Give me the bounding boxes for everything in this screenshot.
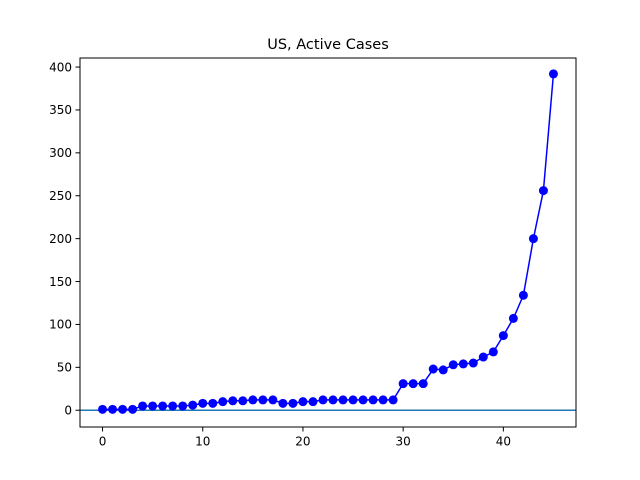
data-point [178, 401, 188, 411]
data-point [288, 398, 298, 408]
data-point [208, 398, 218, 408]
data-point [548, 69, 558, 79]
data-point [198, 398, 208, 408]
y-axis: 0 50 100 150 200 250 300 350 400 [49, 60, 80, 418]
data-point [488, 347, 498, 357]
data-point [108, 404, 118, 414]
data-point [238, 396, 248, 406]
data-point [418, 379, 428, 389]
y-tick-label: 300 [49, 146, 72, 160]
data-point [308, 397, 318, 407]
data-point [538, 186, 548, 196]
data-point [338, 395, 348, 405]
x-tick-label: 10 [195, 435, 210, 449]
x-tick-label: 40 [496, 435, 511, 449]
data-point [458, 359, 468, 369]
data-point [228, 396, 238, 406]
data-point [328, 395, 338, 405]
data-point [158, 401, 168, 411]
y-tick-label: 200 [49, 232, 72, 246]
data-point [438, 365, 448, 375]
data-point [378, 395, 388, 405]
data-point [398, 379, 408, 389]
data-point [368, 395, 378, 405]
data-point [138, 401, 148, 411]
plot-content [80, 69, 576, 414]
data-point [258, 395, 268, 405]
data-point [428, 364, 438, 374]
data-point [388, 395, 398, 405]
y-tick-label: 250 [49, 189, 72, 203]
y-tick-label: 350 [49, 103, 72, 117]
y-tick-label: 50 [57, 361, 72, 375]
x-axis: 0 10 20 30 40 [99, 427, 511, 449]
data-point [218, 397, 228, 407]
data-point [478, 352, 488, 362]
data-point [318, 395, 328, 405]
x-tick-label: 30 [396, 435, 411, 449]
data-point [98, 404, 108, 414]
x-tick-label: 0 [99, 435, 107, 449]
data-point [278, 398, 288, 408]
data-point [248, 395, 258, 405]
y-tick-label: 150 [49, 275, 72, 289]
data-point [118, 404, 128, 414]
data-point [448, 360, 458, 370]
data-point [128, 404, 138, 414]
y-tick-label: 0 [64, 404, 72, 418]
chart-title: US, Active Cases [267, 37, 389, 53]
data-point [148, 401, 158, 411]
data-point [188, 400, 198, 410]
data-point [168, 401, 178, 411]
data-point [468, 358, 478, 368]
data-point [348, 395, 358, 405]
data-point [408, 379, 418, 389]
data-point [298, 397, 308, 407]
data-point [358, 395, 368, 405]
plot-frame [79, 57, 577, 428]
y-tick-label: 400 [49, 60, 72, 74]
y-tick-label: 100 [49, 318, 72, 332]
data-point [268, 395, 278, 405]
data-point [498, 331, 508, 341]
x-tick-label: 20 [295, 435, 310, 449]
series-line [102, 73, 555, 411]
data-point [518, 290, 528, 300]
data-point [528, 234, 538, 244]
data-point [508, 313, 518, 323]
